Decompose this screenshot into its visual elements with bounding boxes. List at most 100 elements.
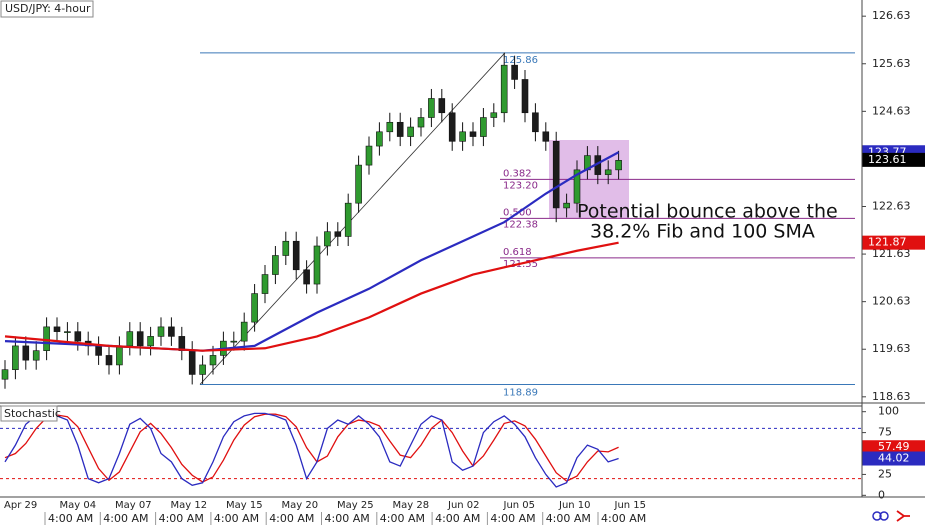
candle-body [448, 112, 456, 142]
moving-average [4, 241, 619, 352]
candle-body [552, 141, 560, 209]
y-tick-label: 120.63 [872, 295, 911, 308]
candle-body [563, 202, 570, 209]
x-time-label: 4:00 AM [48, 512, 93, 525]
price-tag-label: 123.61 [868, 153, 907, 166]
candle-body [521, 79, 529, 114]
x-date-label: May 15 [226, 500, 263, 511]
x-date-label: May 07 [115, 500, 152, 511]
x-date-label: Jun 02 [447, 500, 480, 511]
candle-body [355, 164, 362, 204]
candle-body [126, 331, 134, 347]
candle-body [573, 169, 581, 204]
panel-title: Stochastic [4, 407, 61, 420]
candle-body [417, 117, 425, 128]
x-date-label: Jun 05 [503, 500, 536, 511]
y-tick-label: 125.63 [872, 57, 911, 70]
value-tag-label: 57.49 [878, 440, 910, 453]
y-tick-label: 122.63 [872, 199, 911, 212]
y-tick-label: 118.63 [872, 390, 911, 403]
x-time-label: 4:00 AM [269, 512, 314, 525]
fib-value: 122.38 [503, 219, 538, 230]
candle-body [386, 121, 394, 133]
chart-title: USD/JPY: 4-hour [5, 2, 91, 15]
y-tick-label: 0 [878, 488, 885, 501]
link-icon[interactable] [872, 511, 882, 521]
x-time-label: 4:00 AM [159, 512, 204, 525]
x-time-label: 4:00 AM [380, 512, 425, 525]
arrow-icon[interactable] [896, 510, 910, 522]
title-box [0, 0, 94, 18]
candle-body [438, 98, 446, 114]
x-time-label: 4:00 AM [103, 512, 148, 525]
price-tag-label: 121.87 [868, 236, 907, 249]
fib-ratio: 0.382 [503, 168, 532, 179]
candle-body [324, 231, 331, 247]
candle-body [334, 231, 342, 237]
candle-body [136, 331, 144, 347]
candle-body [542, 131, 550, 142]
value-tag-label: 44.02 [878, 452, 910, 465]
candle-body [157, 326, 165, 337]
candle-body [303, 269, 310, 285]
panel-title-box [0, 405, 58, 422]
candle-body [407, 126, 414, 137]
y-tick-label: 75 [878, 426, 892, 439]
candle-body [261, 274, 269, 294]
candle-body [199, 364, 206, 375]
candle-body [64, 331, 71, 333]
candle-body [604, 169, 612, 175]
candle-body [282, 240, 290, 256]
x-time-label: 4:00 AM [214, 512, 259, 525]
candle-body [74, 331, 82, 342]
x-date-label: May 25 [337, 500, 374, 511]
candle-body [32, 350, 40, 361]
candle-body [105, 355, 113, 366]
x-date-label: Jun 15 [614, 500, 647, 511]
x-time-label: 4:00 AM [546, 512, 591, 525]
candle-body [532, 112, 539, 133]
candle-body [209, 355, 217, 366]
swing-label: 118.89 [503, 387, 538, 398]
candle-body [469, 131, 477, 137]
y-tick-label: 124.63 [872, 104, 911, 117]
value-tag [862, 440, 925, 455]
link-icon [879, 511, 889, 521]
annotation: Potential bounce above the [577, 201, 838, 223]
candle-body [188, 350, 196, 375]
candle-body [53, 326, 61, 332]
x-date-label: Jun 10 [558, 500, 591, 511]
stochastic-line [4, 413, 619, 483]
candle-body [511, 64, 518, 80]
x-time-label: 4:00 AM [435, 512, 480, 525]
price-tag [862, 152, 925, 167]
x-time-label: 4:00 AM [601, 512, 646, 525]
plot: 126.63125.63124.63123.63122.63121.63120.… [0, 9, 925, 525]
y-tick-label: 25 [878, 467, 892, 480]
swing-label: 125.86 [503, 55, 538, 66]
candle-body [396, 121, 404, 137]
candle-body [230, 340, 238, 343]
candle-body [95, 345, 102, 356]
y-tick-label: 121.63 [872, 247, 911, 260]
candle-body [490, 112, 498, 118]
x-date-label: Apr 29 [4, 500, 37, 511]
fib-diagonal [199, 52, 506, 385]
candle-body [22, 345, 30, 361]
candle-body [459, 131, 466, 142]
candle-body [116, 345, 123, 366]
candle-body [240, 321, 248, 342]
x-time-label: 4:00 AM [325, 512, 370, 525]
value-tag [862, 451, 925, 466]
candle-body [251, 293, 258, 323]
candle-body [365, 145, 373, 166]
candle-body [272, 255, 279, 275]
price-tag [862, 235, 925, 250]
candle-body [428, 98, 435, 118]
x-date-label: May 28 [393, 500, 430, 511]
candle-body [344, 202, 352, 237]
y-tick-label: 119.63 [872, 342, 911, 355]
candle-body [376, 131, 383, 147]
